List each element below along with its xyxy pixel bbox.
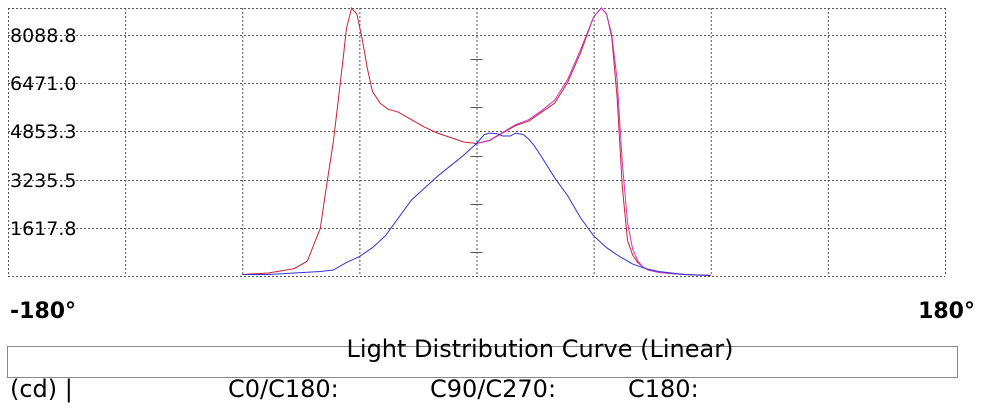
- center-axis-ticks: [470, 8, 483, 276]
- legend-item-c90-c270: C90/C270:: [430, 375, 557, 403]
- y-tick-label: 8088.8: [10, 25, 76, 47]
- y-tick-label: 6471.0: [10, 73, 76, 95]
- series-group: [242, 6, 711, 276]
- legend-item-c180: C180:: [628, 375, 699, 403]
- legend-item-c0-c180: C0/C180:: [228, 375, 339, 403]
- legend-box: [7, 346, 958, 378]
- x-max-label: 180°: [918, 299, 975, 324]
- chart-title: Light Distribution Curve (Linear): [346, 335, 734, 363]
- y-tick-label: 3235.5: [10, 170, 76, 192]
- x-min-label: -180°: [10, 299, 76, 324]
- y-tick-labels: 1617.8 3235.5 4853.3 6471.0 8088.8: [10, 25, 76, 240]
- y-unit-label: (cd) |: [10, 375, 73, 403]
- series-line-1: [476, 7, 711, 276]
- y-tick-label: 4853.3: [10, 121, 76, 143]
- series-line-2: [242, 132, 711, 276]
- y-tick-label: 1617.8: [10, 218, 76, 240]
